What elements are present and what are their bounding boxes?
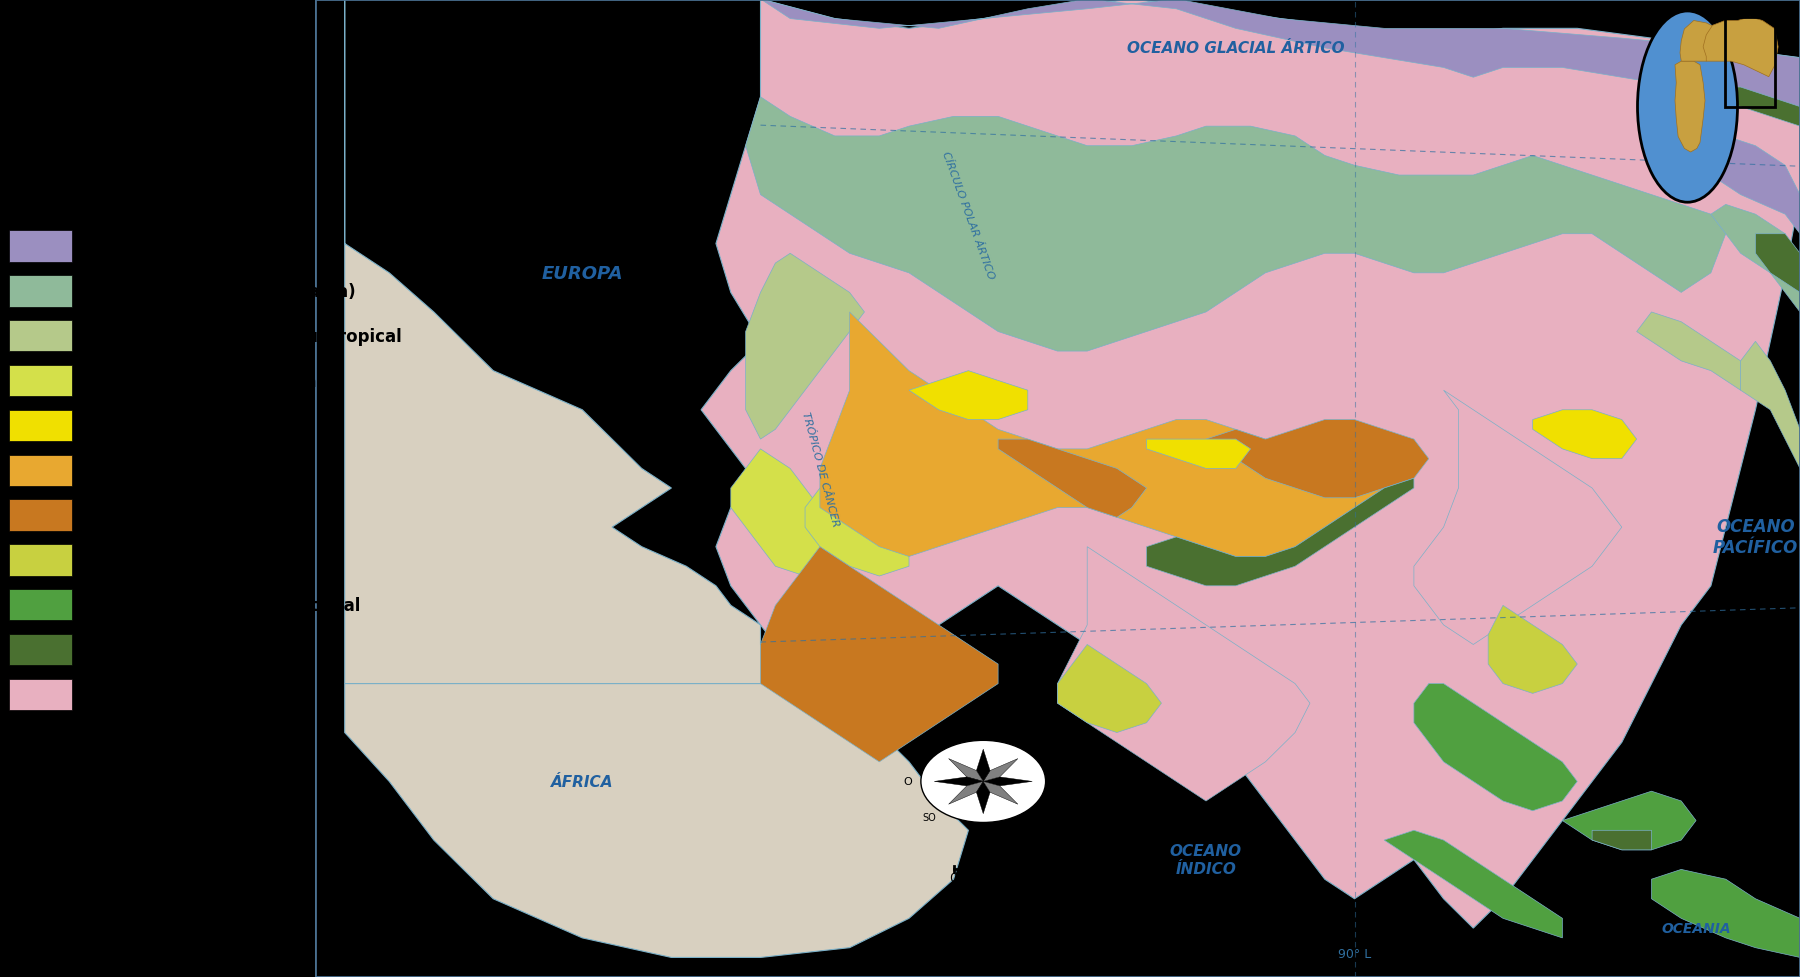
Polygon shape: [1534, 410, 1636, 459]
Bar: [9, 232, 72, 263]
Polygon shape: [760, 0, 1800, 107]
Polygon shape: [346, 684, 968, 957]
Polygon shape: [1652, 870, 1800, 957]
Bar: [9, 589, 72, 620]
Circle shape: [922, 741, 1046, 823]
Polygon shape: [1058, 547, 1310, 801]
Polygon shape: [1710, 137, 1800, 234]
Polygon shape: [1384, 830, 1562, 938]
Bar: [1724, 18, 1775, 107]
Text: NE: NE: [1030, 742, 1044, 751]
Polygon shape: [909, 371, 1028, 420]
Polygon shape: [1710, 88, 1800, 127]
Text: SE: SE: [1031, 812, 1042, 822]
Text: OCEANO
PACÍFICO: OCEANO PACÍFICO: [1714, 518, 1798, 557]
Polygon shape: [1147, 479, 1415, 586]
Polygon shape: [949, 759, 983, 782]
Bar: [9, 679, 72, 710]
Text: CÍRCULO POLAR ÁRTICO: CÍRCULO POLAR ÁRTICO: [941, 149, 995, 280]
Polygon shape: [1741, 342, 1800, 469]
Text: Savana: Savana: [85, 551, 153, 570]
Polygon shape: [1676, 63, 1705, 152]
Circle shape: [1638, 12, 1737, 203]
Bar: [9, 455, 72, 487]
Bar: [9, 320, 72, 352]
Polygon shape: [1636, 313, 1741, 391]
Bar: [9, 276, 72, 308]
Polygon shape: [983, 777, 1031, 786]
Polygon shape: [1147, 440, 1251, 469]
Polygon shape: [731, 449, 850, 576]
Text: S: S: [979, 827, 986, 836]
Text: EUROPA: EUROPA: [542, 265, 623, 282]
Polygon shape: [700, 0, 1800, 928]
Bar: [9, 634, 72, 665]
Polygon shape: [1562, 791, 1696, 850]
Text: Vegetação de altitude: Vegetação de altitude: [85, 641, 292, 658]
Text: L: L: [1057, 777, 1062, 786]
Polygon shape: [1206, 420, 1429, 498]
Polygon shape: [934, 777, 983, 786]
Polygon shape: [983, 759, 1019, 782]
Text: OCEANO GLACIAL ÁRTICO: OCEANO GLACIAL ÁRTICO: [1127, 41, 1345, 57]
Bar: [9, 365, 72, 397]
Bar: [9, 500, 72, 531]
Text: OCEANO
ÍNDICO: OCEANO ÍNDICO: [1170, 843, 1242, 876]
Bar: [9, 410, 72, 442]
Text: 1210 km: 1210 km: [1103, 871, 1159, 884]
Polygon shape: [819, 313, 1415, 557]
Text: Pradaria: Pradaria: [85, 417, 164, 435]
Polygon shape: [983, 782, 1019, 804]
Text: Deserto: Deserto: [85, 507, 158, 525]
Text: TRÓPICO DE CÂNCER: TRÓPICO DE CÂNCER: [799, 410, 841, 528]
Text: Floresta Temperada e Subtropical: Floresta Temperada e Subtropical: [85, 327, 401, 346]
Text: Floresta de Coníferas (Taiga): Floresta de Coníferas (Taiga): [85, 282, 356, 301]
Text: Vegetação mediterrânea: Vegetação mediterrânea: [85, 372, 317, 391]
Polygon shape: [805, 488, 909, 576]
Polygon shape: [1755, 234, 1800, 293]
Text: OCEANIA: OCEANIA: [1661, 921, 1732, 935]
Polygon shape: [997, 440, 1147, 518]
Text: Floresta Tropical e Equatorial: Floresta Tropical e Equatorial: [85, 596, 360, 615]
Polygon shape: [976, 782, 990, 814]
Polygon shape: [1679, 21, 1723, 63]
Polygon shape: [949, 782, 983, 804]
Polygon shape: [1415, 684, 1577, 811]
Polygon shape: [745, 254, 864, 440]
Text: O: O: [904, 777, 913, 786]
Text: 0: 0: [950, 871, 958, 884]
Text: Áreas cultivadas: Áreas cultivadas: [85, 686, 239, 703]
Text: Estepe: Estepe: [85, 462, 149, 480]
Text: 90° L: 90° L: [1337, 948, 1372, 960]
Polygon shape: [346, 0, 819, 684]
Polygon shape: [760, 547, 997, 762]
Text: SO: SO: [923, 812, 936, 822]
Polygon shape: [745, 98, 1726, 352]
Text: Tundra: Tundra: [85, 238, 149, 256]
Text: N: N: [979, 727, 988, 737]
Polygon shape: [1591, 830, 1652, 850]
Bar: [9, 545, 72, 576]
Text: NO: NO: [922, 742, 938, 751]
Text: ÁFRICA: ÁFRICA: [551, 774, 614, 789]
Polygon shape: [1058, 645, 1161, 733]
Polygon shape: [976, 749, 990, 782]
Polygon shape: [1703, 18, 1778, 77]
Polygon shape: [1710, 205, 1800, 313]
Polygon shape: [1489, 606, 1577, 694]
Polygon shape: [1415, 391, 1622, 645]
